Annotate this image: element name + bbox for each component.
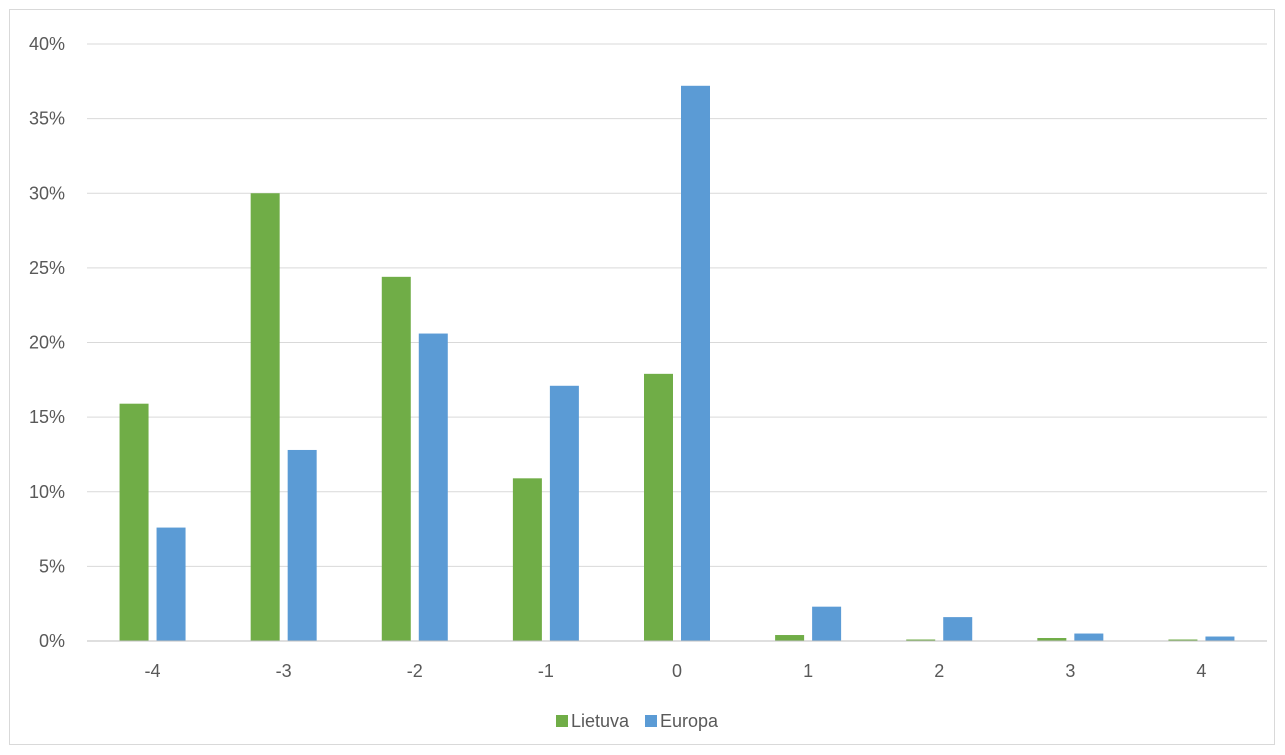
y-tick-label: 40% xyxy=(29,34,65,54)
y-tick-label: 10% xyxy=(29,482,65,502)
x-tick-label: -1 xyxy=(538,661,554,681)
bar-lietuva-4 xyxy=(1168,639,1198,641)
bar-lietuva--4 xyxy=(119,403,149,641)
bars xyxy=(119,85,1235,642)
x-tick-label: -2 xyxy=(407,661,423,681)
x-tick-label: 1 xyxy=(803,661,813,681)
y-tick-label: 20% xyxy=(29,333,65,353)
chart-frame xyxy=(9,9,1275,745)
bar-lietuva--1 xyxy=(512,478,542,641)
bar-europa-0 xyxy=(681,85,710,642)
x-tick-label: 4 xyxy=(1196,661,1206,681)
bar-lietuva-2 xyxy=(906,639,936,641)
y-tick-label: 5% xyxy=(39,556,65,576)
bar-lietuva-1 xyxy=(775,635,805,641)
x-tick-label: 2 xyxy=(934,661,944,681)
x-tick-label: -3 xyxy=(276,661,292,681)
bar-lietuva-3 xyxy=(1037,638,1067,641)
bar-europa--3 xyxy=(287,449,317,641)
bar-europa-1 xyxy=(812,606,842,641)
legend-swatch-europa xyxy=(645,715,657,727)
bar-lietuva-0 xyxy=(644,373,673,641)
bar-europa-4 xyxy=(1205,636,1235,641)
y-tick-label: 30% xyxy=(29,183,65,203)
bar-europa--2 xyxy=(418,333,448,641)
bar-lietuva--2 xyxy=(381,276,411,641)
y-tick-label: 15% xyxy=(29,407,65,427)
bar-europa--1 xyxy=(549,385,579,641)
x-axis: -4 -3 -2 -1 0 1 2 3 4 xyxy=(87,640,1267,681)
y-tick-label: 0% xyxy=(39,631,65,651)
y-axis-ticks: 0% 5% 10% 15% 20% 25% 30% 35% 40% xyxy=(29,34,65,651)
y-tick-label: 35% xyxy=(29,109,65,129)
y-tick-label: 25% xyxy=(29,258,65,278)
legend-label-europa: Europa xyxy=(660,711,719,731)
x-tick-label: 0 xyxy=(672,661,682,681)
legend-label-lietuva: Lietuva xyxy=(571,711,630,731)
bar-europa-2 xyxy=(943,617,973,641)
x-tick-label: 3 xyxy=(1065,661,1075,681)
legend: Lietuva Europa xyxy=(556,711,719,731)
bar-europa-3 xyxy=(1074,633,1104,641)
bar-europa--4 xyxy=(156,527,186,641)
x-tick-label: -4 xyxy=(145,661,161,681)
bar-lietuva--3 xyxy=(250,193,280,641)
legend-swatch-lietuva xyxy=(556,715,568,727)
